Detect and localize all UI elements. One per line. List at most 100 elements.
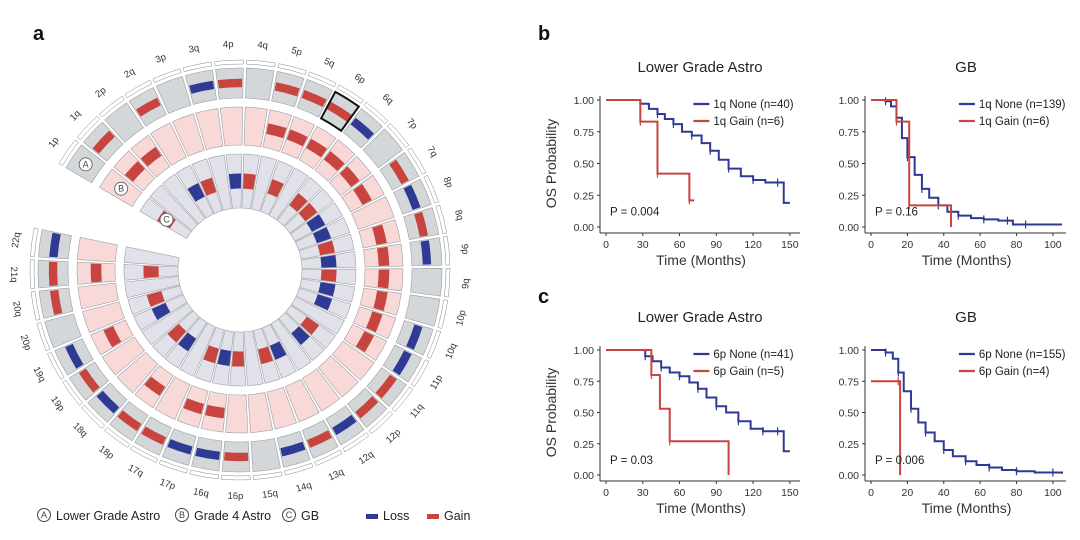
- circos-gain-14q-ring_c: [257, 346, 274, 365]
- circos-segment-3p-ring_b: [172, 113, 205, 157]
- km-x-tick: 0: [868, 487, 874, 499]
- circos-label-17q: 17q: [126, 462, 145, 479]
- km-plot-3: Lower Grade Astro 0.00 0.25 0.50 0.75 1.00 0 30…: [543, 309, 800, 516]
- km-y-tick: 0.75: [574, 376, 595, 388]
- km-x-tick: 90: [710, 487, 722, 499]
- circos-label-12q: 12q: [357, 449, 376, 467]
- circos-gain-17p-ring_c: [203, 345, 219, 364]
- circos-band-11p: [411, 359, 430, 387]
- circos-loss-11p-ring_a: [392, 350, 412, 376]
- circos-segment-4p-ring_b: [219, 106, 243, 147]
- km-pvalue: P = 0.006: [875, 455, 924, 467]
- km-xlabel: Time (Months): [656, 252, 746, 268]
- km-x-tick: 30: [637, 239, 649, 251]
- km-curve-gain: [606, 349, 730, 475]
- circos-label-7q: 7q: [425, 144, 440, 159]
- circos-gain-21q-ring_b: [90, 263, 102, 283]
- circos-loss-10q-ring_c: [314, 294, 333, 311]
- circos-label-2q: 2q: [122, 66, 137, 81]
- circos-segment-12p-ring_b: [317, 355, 359, 398]
- legend-gain-swatch: [427, 514, 439, 519]
- circos-segment-15q-ring_a: [250, 438, 281, 472]
- circos-gain-19q-ring_b: [103, 326, 122, 348]
- circos-band-13q: [314, 449, 343, 467]
- km-ylabel: OS Probability: [543, 119, 559, 208]
- km-y-tick: 0.50: [839, 408, 860, 420]
- circos-gain-5p-ring_b: [266, 123, 287, 139]
- circos-segment-6p-ring_c: [268, 167, 309, 221]
- circos-label-3p: 3p: [154, 52, 168, 66]
- km-legend-label: 1q None (n=40): [713, 99, 793, 111]
- km-y-tick: 0.25: [574, 190, 595, 202]
- ring-marker-b-circle: [114, 181, 129, 196]
- km-x-tick: 90: [710, 239, 722, 251]
- km-ylabel: OS Probability: [543, 368, 559, 457]
- circos-label-22q: 22q: [10, 232, 23, 249]
- km-x-tick: 150: [781, 487, 799, 499]
- circos-gain-6q-ring_b: [323, 151, 345, 172]
- km-x-tick: 20: [902, 239, 914, 251]
- circos-segment-2p-ring_c: [161, 173, 206, 225]
- km-x-tick: 0: [603, 487, 609, 499]
- legend-ring-c-letter: C: [286, 510, 293, 520]
- circos-segment-12q-ring_c: [270, 318, 312, 371]
- circos-band-4p: [214, 59, 244, 66]
- circos-legend: A Lower Grade Astro B Grade 4 Astro C GB…: [37, 508, 470, 523]
- circos-label-4p: 4p: [223, 39, 234, 51]
- circos-segment-22q-ring_b: [77, 237, 118, 263]
- circos-band-21q: [29, 259, 36, 289]
- circos-gain-3p-ring_c: [200, 177, 217, 196]
- circos-gain-7q-ring_a: [389, 159, 409, 185]
- circos-label-7p: 7p: [404, 116, 419, 131]
- circos-gain-1q-ring_a: [92, 130, 115, 154]
- circos-gain-5q-ring_a: [301, 89, 327, 108]
- km-curve-gain: [606, 99, 695, 202]
- circos-loss-18q-ring_a: [96, 390, 120, 414]
- circos-label-20q: 20q: [10, 300, 24, 318]
- circos-segment-20q-ring_c: [124, 276, 181, 299]
- ring-marker-c: C: [163, 215, 170, 225]
- circos-loss-12q-ring_a: [332, 414, 357, 436]
- circos-band-7p: [387, 122, 410, 148]
- km-title: GB: [955, 59, 977, 76]
- circos-loss-13q-ring_c: [269, 341, 287, 360]
- circos-gain-8q-ring_a: [414, 211, 429, 237]
- circos-band-3p: [152, 68, 182, 83]
- circos-loss-22q-ring_a: [49, 232, 61, 258]
- circos-band-9q: [444, 268, 451, 298]
- circos-label-6p: 6p: [352, 71, 367, 86]
- circos-segment-17q-ring_c: [179, 322, 216, 377]
- circos-label-16q: 16q: [192, 486, 210, 500]
- circos-segment-9q-ring_a: [410, 268, 443, 297]
- circos-gain-5q-ring_c: [267, 179, 284, 198]
- circos-gain-6p-ring_b: [306, 138, 328, 158]
- circos-label-4q: 4q: [257, 40, 269, 52]
- km-y-tick: 0.25: [839, 439, 860, 451]
- km-y-tick: 0.75: [574, 127, 595, 139]
- km-y-tick: 0.75: [839, 127, 860, 139]
- km-y-tick: 0.00: [574, 222, 595, 234]
- km-curve-none: [606, 99, 790, 204]
- circos-gain-7q-ring_b: [353, 183, 372, 205]
- circos-band-4q: [246, 59, 276, 68]
- km-xlabel: Time (Months): [656, 500, 746, 516]
- circos-label-10q: 10q: [443, 342, 459, 361]
- circos-loss-14q-ring_a: [280, 441, 306, 457]
- circos-gain-2q-ring_a: [136, 97, 161, 117]
- km-x-tick: 120: [744, 239, 762, 251]
- circos-loss-6q-ring_a: [350, 117, 374, 140]
- circos-band-6q: [363, 101, 389, 125]
- circos-band-2q: [124, 79, 153, 99]
- km-x-tick: 80: [1011, 487, 1023, 499]
- circos-label-8p: 8p: [441, 175, 455, 189]
- circos-label-12p: 12p: [384, 427, 403, 446]
- circos-band-19q: [47, 351, 65, 380]
- circos-label-21q: 21q: [8, 267, 19, 283]
- km-y-tick: 1.00: [574, 345, 595, 357]
- circos-gain-21q-ring_a: [48, 261, 58, 286]
- circos-label-10p: 10p: [454, 309, 468, 327]
- circos-segment-2q-ring_b: [150, 122, 187, 166]
- circos-gain-4q-ring_c: [243, 173, 256, 190]
- circos-gain-8q-ring_b: [372, 224, 387, 245]
- circos-label-6q: 6q: [380, 92, 395, 107]
